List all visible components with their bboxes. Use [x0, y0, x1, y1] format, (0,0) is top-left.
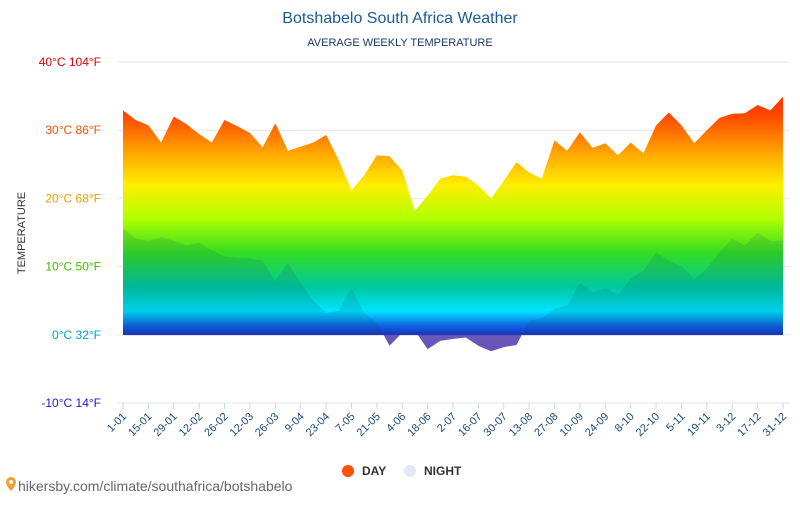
x-tick-label: 29-01 — [152, 411, 180, 439]
x-tick-label: 19-11 — [685, 411, 713, 439]
pin-dot — [9, 480, 13, 484]
area-night — [123, 228, 783, 352]
x-tick-label: 21-05 — [355, 411, 383, 439]
x-tick-label: 31-12 — [761, 411, 789, 439]
x-tick-label: 12-03 — [228, 411, 256, 439]
y-tick-label: 40°C 104°F — [39, 55, 101, 69]
x-tick-label: 26-03 — [253, 411, 281, 439]
x-tick-label: 10-09 — [558, 411, 586, 439]
x-tick-label: 22-10 — [634, 411, 662, 439]
x-tick-label: 5-11 — [664, 411, 687, 434]
plot-area — [123, 96, 783, 352]
y-tick-label: 0°C 32°F — [52, 328, 101, 342]
x-tick-label: 13-08 — [507, 411, 535, 439]
chart-title: Botshabelo South Africa Weather — [282, 10, 518, 27]
x-tick-label: 30-07 — [482, 411, 510, 439]
x-tick-label: 12-02 — [177, 411, 205, 439]
x-tick-label: 24-09 — [583, 411, 611, 439]
legend-marker — [342, 465, 354, 477]
legend-marker — [404, 465, 416, 477]
legend-label: NIGHT — [424, 464, 462, 478]
source-text: hikersby.com/climate/southafrica/botshab… — [18, 478, 293, 494]
x-tick-label: 15-01 — [126, 411, 154, 439]
y-tick-label: -10°C 14°F — [41, 396, 101, 410]
legend-label: DAY — [362, 464, 386, 478]
source: hikersby.com/climate/southafrica/botshab… — [6, 477, 293, 494]
x-tick-label: 16-07 — [456, 411, 484, 439]
chart-subtitle: AVERAGE WEEKLY TEMPERATURE — [307, 37, 492, 49]
x-tick-label: 18-06 — [405, 411, 433, 439]
legend: DAY NIGHT — [342, 464, 462, 478]
y-tick-label: 10°C 50°F — [45, 260, 101, 274]
area-night — [123, 228, 783, 352]
x-tick-label: 26-02 — [202, 411, 230, 439]
y-tick-label: 20°C 68°F — [45, 191, 101, 205]
x-tick-label: 23-04 — [304, 411, 332, 439]
y-axis-label: TEMPERATURE — [16, 192, 28, 274]
x-tick-label: 17-12 — [735, 411, 763, 439]
x-tick-label: 27-08 — [532, 411, 560, 439]
y-tick-label: 30°C 86°F — [45, 123, 101, 137]
